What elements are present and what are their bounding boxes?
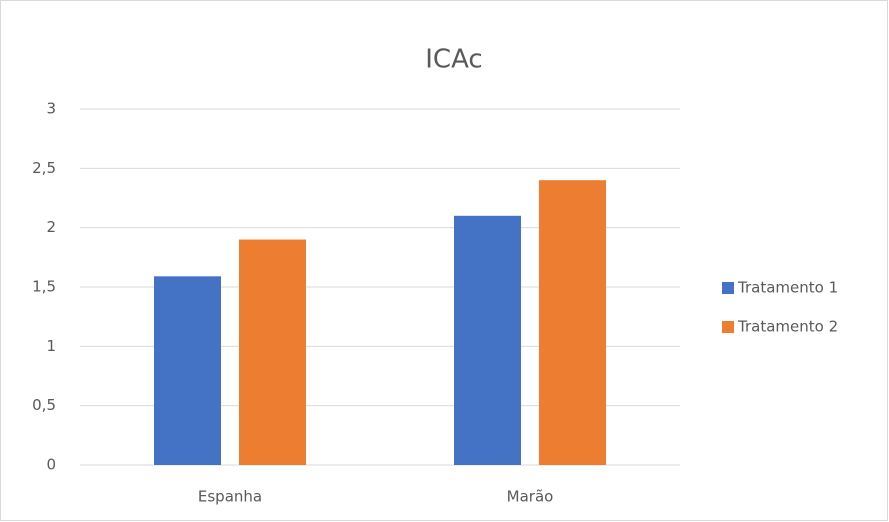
y-tick-label: 0 bbox=[46, 456, 56, 474]
bar bbox=[239, 239, 306, 465]
chart-title: ICAc bbox=[425, 45, 482, 75]
legend-swatch bbox=[722, 282, 734, 294]
legend-label: Tratamento 2 bbox=[737, 318, 838, 336]
y-tick-label: 1 bbox=[46, 337, 56, 355]
y-tick-label: 3 bbox=[46, 100, 56, 118]
x-tick-label: Espanha bbox=[198, 488, 262, 506]
x-tick-label: Marão bbox=[507, 488, 554, 506]
y-tick-label: 2,5 bbox=[32, 159, 56, 177]
y-tick-label: 0,5 bbox=[32, 396, 56, 414]
y-tick-label: 1,5 bbox=[32, 278, 56, 296]
bar bbox=[154, 276, 221, 465]
bar bbox=[454, 215, 521, 465]
legend-label: Tratamento 1 bbox=[737, 279, 838, 297]
y-tick-label: 2 bbox=[46, 218, 56, 236]
legend-swatch bbox=[722, 321, 734, 333]
bar bbox=[539, 180, 606, 465]
